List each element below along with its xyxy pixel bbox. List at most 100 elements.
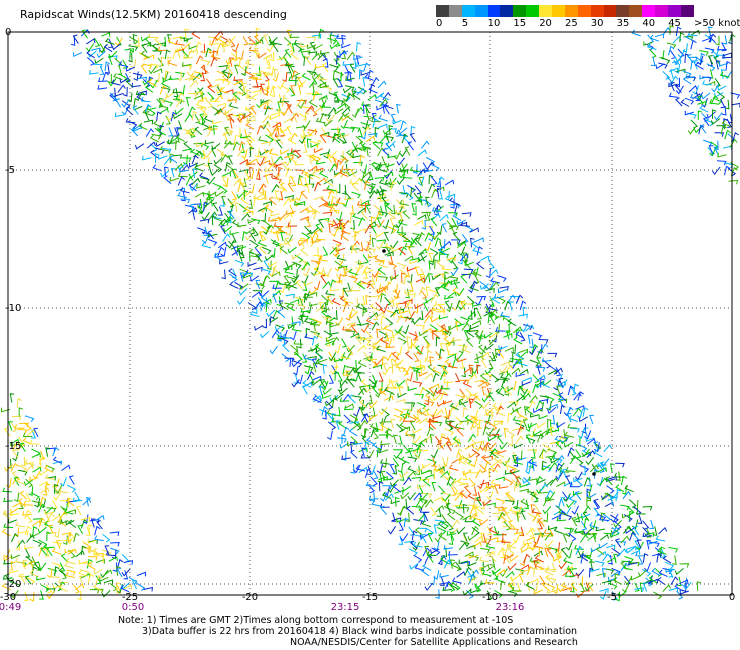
wind-barb (221, 171, 232, 177)
wind-barb (438, 485, 446, 495)
wind-barb (421, 520, 432, 528)
wind-barb (303, 354, 314, 361)
wind-barb (227, 94, 237, 103)
wind-barb (532, 582, 539, 592)
wind-barb (513, 336, 523, 345)
wind-barb (211, 106, 221, 115)
wind-barb (303, 293, 310, 303)
wind-barb (365, 437, 375, 445)
wind-barb (582, 511, 590, 521)
wind-barb (277, 309, 286, 319)
wind-barb (304, 364, 311, 375)
wind-barb (395, 399, 406, 404)
wind-barb (624, 556, 634, 563)
wind-barb (193, 94, 203, 100)
wind-barb (392, 331, 402, 337)
wind-barb (526, 565, 534, 576)
wind-barb (288, 175, 295, 186)
wind-barb (307, 51, 318, 57)
wind-barb (158, 154, 168, 160)
wind-barb (114, 57, 123, 67)
wind-barb (93, 583, 102, 592)
wind-barb (44, 547, 50, 557)
wind-barb (17, 469, 28, 476)
wind-barb (463, 458, 473, 467)
wind-barb (313, 106, 323, 114)
wind-barb (199, 218, 210, 224)
wind-barb (19, 442, 26, 452)
wind-barb (131, 82, 141, 88)
wind-barb (400, 426, 411, 432)
wind-barb (468, 512, 478, 520)
wind-barb (398, 309, 409, 314)
wind-barb (408, 332, 419, 340)
wind-barb (462, 252, 468, 262)
wind-barb (156, 98, 164, 108)
wind-barb (519, 368, 529, 375)
wind-barb (500, 548, 505, 559)
wind-barb (541, 357, 552, 363)
wind-barb (306, 209, 316, 214)
wind-barb (277, 334, 287, 340)
wind-barb (190, 72, 201, 80)
wind-barb (405, 379, 410, 389)
wind-barb (374, 357, 384, 366)
wind-barb (391, 269, 397, 280)
wind-barb (297, 99, 306, 109)
wind-barb (308, 79, 318, 88)
wind-barb (599, 461, 607, 471)
wind-barb (416, 442, 425, 451)
wind-barb (426, 343, 432, 354)
wind-barb (298, 85, 304, 95)
wind-barb (434, 436, 442, 446)
wind-barb (460, 316, 470, 324)
wind-barb (367, 465, 372, 475)
wind-barb (428, 420, 436, 430)
wind-barb (396, 228, 407, 234)
wind-barb (24, 415, 35, 423)
wind-barb (407, 465, 417, 473)
wind-barb (2, 510, 11, 520)
wind-barb (45, 584, 53, 594)
wind-barb (509, 528, 519, 534)
wind-barb (272, 121, 282, 128)
wind-barb (409, 420, 416, 431)
wind-barb (679, 589, 689, 595)
wind-barb (192, 168, 198, 178)
wind-barb (297, 99, 307, 105)
wind-barb (234, 64, 239, 74)
wind-barb (44, 474, 55, 480)
wind-barb (396, 314, 405, 324)
wind-barb (378, 285, 388, 291)
wind-barb (493, 456, 502, 465)
wind-barb (409, 563, 419, 570)
wind-barb (74, 583, 85, 591)
wind-barb (637, 514, 643, 524)
scale-swatch (564, 5, 578, 17)
wind-barb (403, 476, 412, 486)
wind-barb (269, 345, 278, 355)
wind-barb (448, 421, 457, 430)
wind-barb (357, 372, 362, 382)
wind-barb (243, 272, 254, 278)
wind-barb (558, 392, 567, 402)
wind-barb (672, 555, 677, 565)
wind-barb (400, 120, 407, 131)
wind-barb (355, 465, 366, 472)
wind-barb (388, 391, 395, 402)
wind-barb (417, 149, 427, 157)
wind-barb (565, 541, 573, 551)
wind-barb (396, 423, 404, 433)
wind-barb (367, 280, 375, 290)
wind-barb (93, 568, 103, 575)
wind-barb (418, 447, 429, 452)
wind-barb (566, 549, 573, 559)
wind-barb (237, 182, 244, 193)
wind-barb (283, 336, 289, 346)
wind-barb (439, 253, 450, 259)
wind-barb (424, 372, 434, 380)
wind-barb (372, 469, 379, 480)
wind-barb (471, 240, 480, 249)
wind-barb (412, 414, 421, 424)
wind-barb (388, 261, 398, 270)
